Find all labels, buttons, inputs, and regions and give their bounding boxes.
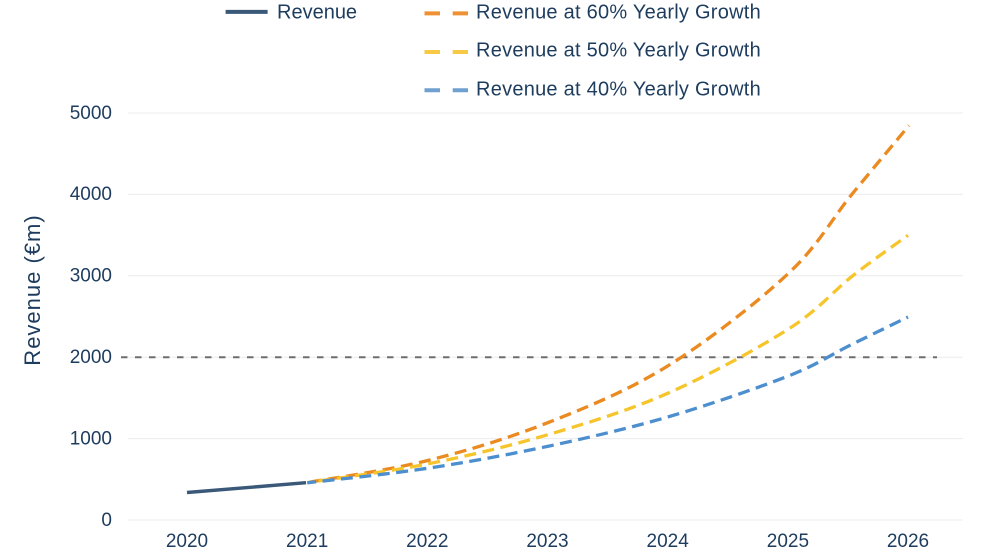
- svg-text:2024: 2024: [647, 531, 690, 552]
- svg-text:1000: 1000: [70, 428, 112, 449]
- svg-text:2025: 2025: [767, 531, 809, 552]
- svg-text:2021: 2021: [286, 531, 328, 552]
- svg-text:2022: 2022: [406, 531, 448, 552]
- svg-text:2000: 2000: [70, 347, 112, 368]
- svg-text:2023: 2023: [526, 531, 568, 552]
- svg-text:3000: 3000: [70, 266, 112, 287]
- svg-text:Revenue at 40% Yearly Growth: Revenue at 40% Yearly Growth: [476, 79, 761, 101]
- svg-text:0: 0: [101, 510, 112, 531]
- svg-text:Revenue (€m): Revenue (€m): [20, 214, 45, 365]
- svg-text:4000: 4000: [70, 184, 112, 205]
- svg-text:Revenue: Revenue: [277, 1, 357, 23]
- svg-text:Revenue at 60% Yearly Growth: Revenue at 60% Yearly Growth: [476, 1, 761, 23]
- svg-text:2026: 2026: [887, 531, 929, 552]
- svg-text:5000: 5000: [70, 103, 112, 124]
- svg-text:Revenue at 50% Yearly Growth: Revenue at 50% Yearly Growth: [476, 40, 761, 62]
- svg-text:2020: 2020: [166, 531, 208, 552]
